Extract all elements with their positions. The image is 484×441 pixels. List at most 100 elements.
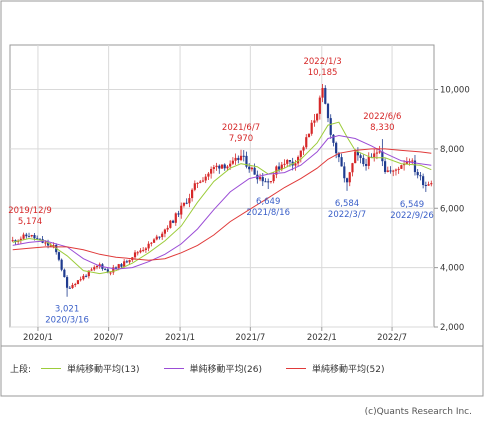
annotation-label: 2022/9/26	[390, 211, 434, 221]
y-tick-label: 2,000	[440, 323, 464, 333]
candle-body	[182, 202, 186, 206]
candle-body	[201, 180, 205, 182]
candle-body	[114, 267, 118, 269]
candle-body	[378, 151, 381, 153]
candle-body	[250, 167, 253, 170]
candle-body	[44, 242, 47, 244]
candle-body	[210, 168, 213, 174]
candle-body	[383, 161, 387, 172]
candle-body	[150, 242, 153, 244]
candle-body	[76, 280, 80, 285]
moving-average-line	[12, 134, 432, 270]
annotation-label: 2022/1/3	[303, 57, 341, 67]
candle-body	[288, 160, 292, 162]
candle-body	[125, 261, 128, 263]
candle-body	[27, 236, 31, 238]
candle-body	[33, 234, 36, 239]
moving-average-line	[12, 148, 432, 261]
candle-body	[326, 103, 330, 119]
candle-body	[188, 198, 191, 204]
x-tick-label: 2021/1	[165, 333, 195, 343]
candle-body	[245, 155, 248, 167]
candle-body	[166, 227, 169, 230]
y-tick-label: 4,000	[440, 264, 464, 274]
annotation-label: 3,021	[55, 305, 79, 315]
candle-body	[258, 177, 262, 180]
candle-body	[90, 269, 93, 271]
candle-body	[193, 183, 196, 190]
candle-body	[152, 239, 156, 243]
candle-body	[229, 163, 232, 167]
legend-item-ma52: 単純移動平均(52)	[286, 362, 385, 375]
candle-body	[25, 234, 28, 237]
y-tick-label: 8,000	[440, 145, 464, 155]
annotation-label: 2019/12/9	[8, 206, 52, 216]
candle-body	[400, 165, 403, 169]
candle-body	[79, 279, 82, 281]
legend-prefix: 上段:	[10, 364, 32, 375]
candle-body	[310, 122, 313, 134]
candle-body	[163, 229, 167, 234]
candle-body	[362, 157, 365, 165]
candle-body	[212, 167, 215, 169]
x-tick-label: 2020/1	[23, 333, 53, 343]
candle-body	[82, 275, 85, 280]
candle-body	[106, 269, 109, 273]
candlesticks	[11, 84, 433, 297]
candle-body	[286, 160, 289, 164]
candle-body	[419, 175, 422, 177]
candle-body	[11, 240, 14, 242]
candle-body	[283, 163, 286, 165]
candle-body	[71, 284, 74, 289]
candle-body	[14, 240, 17, 242]
candle-body	[337, 153, 340, 158]
candle-body	[169, 220, 172, 228]
candle-body	[302, 147, 305, 151]
candle-body	[408, 161, 411, 163]
annotation-label: 2020/3/16	[45, 316, 89, 326]
candle-body	[36, 238, 39, 240]
candle-body	[264, 181, 267, 183]
candle-body	[87, 270, 90, 277]
candle-body	[272, 174, 275, 182]
candle-body	[22, 234, 25, 239]
candle-body	[269, 181, 273, 183]
candle-body	[158, 236, 161, 238]
candle-body	[275, 166, 278, 175]
candle-body	[196, 182, 199, 184]
candle-body	[207, 173, 210, 177]
candle-body	[305, 137, 308, 148]
annotation-label: 8,330	[370, 123, 394, 133]
candle-body	[307, 133, 311, 138]
candle-body	[223, 164, 226, 169]
annotation-label: 6,584	[335, 199, 359, 209]
legend-swatch-ma52	[286, 367, 307, 369]
candle-body	[57, 252, 61, 260]
candle-body	[359, 155, 362, 158]
candle-body	[85, 275, 88, 277]
annotation-label: 2022/3/7	[328, 210, 366, 220]
x-tick-label: 2020/7	[94, 333, 124, 343]
candle-body	[204, 176, 207, 181]
candle-body	[161, 233, 164, 238]
annotation-label: 5,174	[18, 217, 42, 227]
candle-body	[185, 202, 188, 204]
candle-body	[348, 172, 351, 183]
legend: 上段: 単純移動平均(13) 単純移動平均(26) 単純移動平均(52)	[10, 356, 430, 380]
candle-body	[405, 161, 408, 164]
candle-body	[231, 160, 234, 164]
candle-body	[123, 261, 126, 267]
candle-body	[237, 157, 240, 161]
candle-body	[277, 166, 281, 170]
candle-body	[133, 252, 137, 258]
candle-body	[177, 213, 180, 215]
candle-body	[112, 267, 115, 273]
candle-body	[171, 220, 175, 223]
candle-body	[155, 236, 158, 240]
candle-body	[191, 189, 194, 199]
candle-body	[239, 155, 243, 161]
candle-body	[367, 156, 370, 166]
candle-body	[253, 167, 256, 175]
moving-average-line	[12, 121, 432, 275]
